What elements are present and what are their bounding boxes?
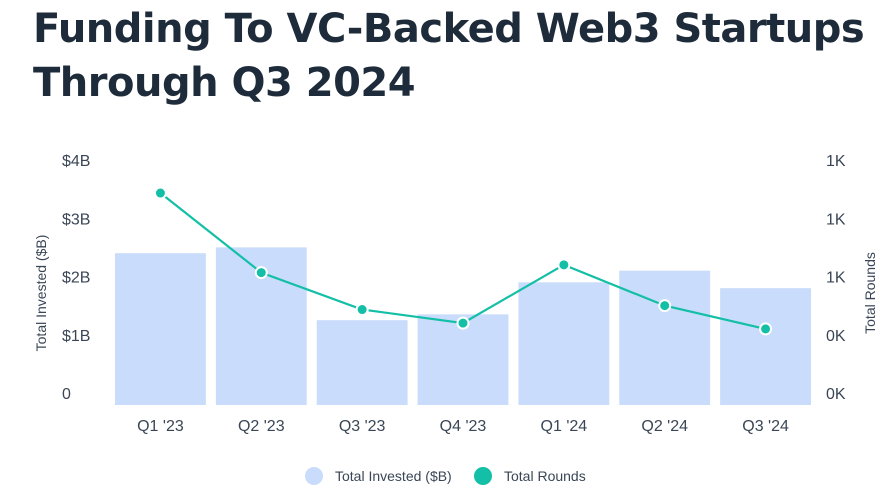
legend-marker-bar [305, 467, 323, 485]
bar [518, 282, 610, 405]
x-tick-label: Q4 '23 [440, 418, 487, 435]
line-point [153, 186, 167, 200]
line-point [759, 322, 773, 336]
x-tick-label: Q1 '24 [541, 418, 588, 435]
bar [316, 320, 408, 405]
line-point [557, 258, 571, 272]
y-tick-label: $2B [62, 270, 90, 287]
y-tick-label: 0 [62, 386, 71, 403]
legend-marker-line [474, 467, 492, 485]
y2-tick-label: 0K [826, 328, 846, 345]
chart-title: Funding To VC-Backed Web3 Startups Throu… [33, 6, 865, 106]
x-tick-label: Q2 '23 [238, 418, 285, 435]
bar [115, 253, 206, 405]
y-axis-title: Total Invested ($B) [33, 235, 49, 352]
x-tick-label: Q3 '24 [742, 418, 789, 435]
y2-tick-label: 0K [826, 386, 846, 403]
y-tick-label: $1B [62, 328, 90, 345]
line-point [658, 299, 672, 313]
y2-tick-label: 1K [826, 211, 846, 228]
x-tick-label: Q1 '23 [137, 418, 184, 435]
x-tick-label: Q3 '23 [339, 418, 386, 435]
legend-label: Total Rounds [504, 468, 586, 484]
y-tick-label: $4B [62, 153, 90, 170]
y-tick-label: $3B [62, 211, 90, 228]
line-point [456, 316, 470, 330]
line-point [254, 266, 268, 280]
y2-tick-label: 1K [826, 270, 846, 287]
legend-label: Total Invested ($B) [335, 468, 452, 484]
x-tick-label: Q2 '24 [641, 418, 688, 435]
y2-axis-title: Total Rounds [862, 252, 878, 334]
bar [720, 288, 811, 405]
y2-tick-label: 1K [826, 153, 846, 170]
line-point [355, 303, 369, 317]
bar [619, 270, 711, 405]
